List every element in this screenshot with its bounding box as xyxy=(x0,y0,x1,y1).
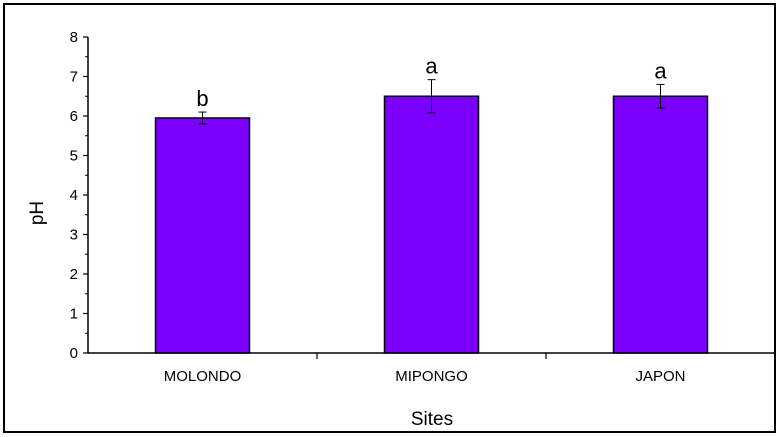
x-category-label: JAPON xyxy=(635,368,685,385)
significance-label: a xyxy=(425,54,438,79)
bar-mipongo xyxy=(383,95,480,354)
y-tick-label: 3 xyxy=(70,227,78,244)
y-tick-label: 2 xyxy=(70,266,78,283)
y-tick-label: 5 xyxy=(70,148,78,165)
x-category-label: MOLONDO xyxy=(164,368,242,385)
y-tick-label: 1 xyxy=(70,306,78,323)
significance-label: a xyxy=(654,58,667,83)
y-tick-label: 8 xyxy=(70,29,78,46)
y-tick-label: 6 xyxy=(70,108,78,125)
bar-molondo xyxy=(154,117,251,354)
x-axis-title: Sites xyxy=(411,409,453,430)
y-tick-label: 4 xyxy=(70,187,78,204)
significance-label: b xyxy=(196,86,208,111)
labels: b MOLONDO a MIPONGO a JAPON xyxy=(164,54,686,385)
x-category-label: MIPONGO xyxy=(395,368,468,385)
y-axis-title: pH xyxy=(27,201,48,225)
bars xyxy=(154,79,709,354)
y-tick-label: 7 xyxy=(70,69,78,86)
bar-japon xyxy=(612,95,709,354)
y-tick-label: 0 xyxy=(70,345,78,362)
